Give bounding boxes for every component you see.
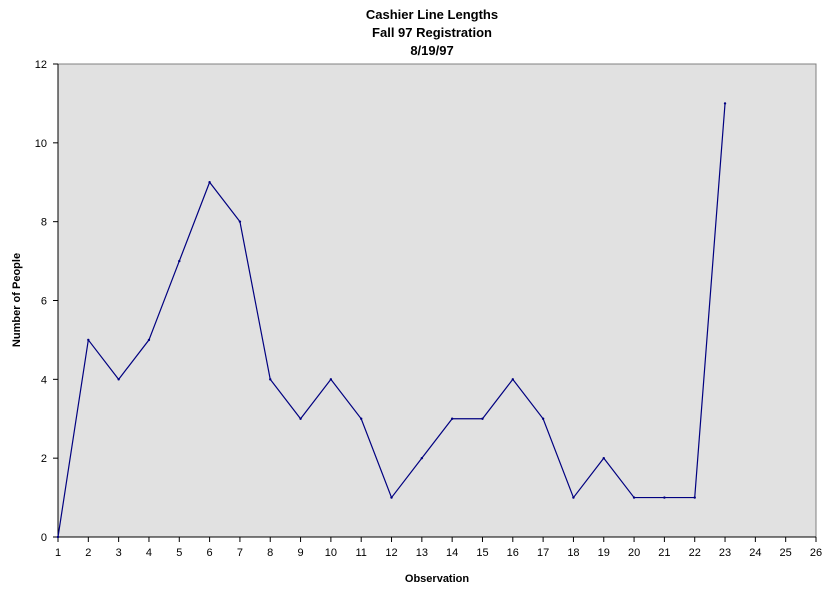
x-tick-label: 19 bbox=[598, 547, 610, 559]
data-point bbox=[420, 456, 424, 460]
x-tick-label: 5 bbox=[176, 547, 182, 559]
data-point bbox=[56, 535, 60, 539]
x-tick-label: 8 bbox=[267, 547, 273, 559]
x-tick-label: 2 bbox=[85, 547, 91, 559]
x-tick-label: 12 bbox=[385, 547, 397, 559]
y-axis: 0 2 4 6 8 10 12 bbox=[35, 59, 59, 544]
x-tick-label: 16 bbox=[507, 547, 519, 559]
data-point bbox=[178, 259, 181, 263]
y-tick-label: 0 bbox=[41, 532, 47, 544]
data-point bbox=[390, 496, 393, 499]
x-tick-label: 21 bbox=[658, 547, 670, 559]
x-axis-title: Observation bbox=[405, 573, 469, 585]
data-point bbox=[360, 417, 363, 420]
data-point bbox=[238, 220, 242, 223]
x-tick-label: 6 bbox=[207, 547, 213, 559]
x-tick-label: 9 bbox=[297, 547, 303, 559]
data-point bbox=[208, 181, 211, 184]
x-tick-label: 15 bbox=[476, 547, 488, 559]
data-point bbox=[541, 417, 545, 420]
x-tick-label: 24 bbox=[749, 547, 761, 559]
y-tick-label: 6 bbox=[41, 296, 47, 308]
x-tick-label: 4 bbox=[146, 547, 152, 559]
data-point bbox=[299, 417, 302, 420]
data-point bbox=[329, 378, 333, 381]
data-point bbox=[602, 456, 605, 460]
x-axis: 1 2 3 4 5 6 7 8 9 10 11 12 13 14 15 16 17 18 19 20 21 22 23 24 2… bbox=[55, 536, 822, 559]
data-point bbox=[117, 378, 120, 381]
data-point bbox=[481, 417, 484, 420]
data-point bbox=[511, 378, 514, 381]
chart-title-line-1: Cashier Line Lengths bbox=[366, 7, 498, 22]
y-tick-label: 12 bbox=[35, 59, 47, 71]
x-tick-label: 26 bbox=[810, 547, 822, 559]
x-tick-label: 18 bbox=[567, 547, 579, 559]
plot-area bbox=[57, 63, 817, 538]
y-tick-label: 4 bbox=[41, 374, 47, 386]
x-tick-label: 22 bbox=[689, 547, 701, 559]
data-point bbox=[450, 417, 454, 420]
series-layer bbox=[56, 102, 727, 539]
x-tick-label: 23 bbox=[719, 547, 731, 559]
y-tick-label: 2 bbox=[41, 453, 47, 465]
data-point bbox=[147, 338, 151, 342]
y-axis-title: Number of People bbox=[11, 253, 23, 347]
x-tick-label: 13 bbox=[416, 547, 428, 559]
data-point bbox=[723, 102, 727, 105]
x-tick-label: 7 bbox=[237, 547, 243, 559]
x-tick-label: 17 bbox=[537, 547, 549, 559]
x-tick-label: 20 bbox=[628, 547, 640, 559]
y-tick-label: 8 bbox=[41, 217, 47, 229]
data-point bbox=[87, 338, 90, 342]
data-point bbox=[632, 496, 636, 499]
y-tick-label: 10 bbox=[35, 138, 47, 150]
x-tick-label: 1 bbox=[55, 547, 61, 559]
x-tick-label: 11 bbox=[355, 547, 366, 559]
data-point bbox=[269, 378, 272, 381]
data-point bbox=[663, 496, 666, 499]
chart-title-line-2: Fall 97 Registration bbox=[372, 25, 492, 40]
data-point bbox=[572, 496, 575, 499]
chart-title-line-3: 8/19/97 bbox=[410, 43, 453, 58]
x-tick-label: 3 bbox=[116, 547, 122, 559]
data-point bbox=[693, 496, 696, 499]
x-tick-label: 10 bbox=[325, 547, 337, 559]
x-tick-label: 25 bbox=[780, 547, 792, 559]
x-tick-label: 14 bbox=[446, 547, 458, 559]
